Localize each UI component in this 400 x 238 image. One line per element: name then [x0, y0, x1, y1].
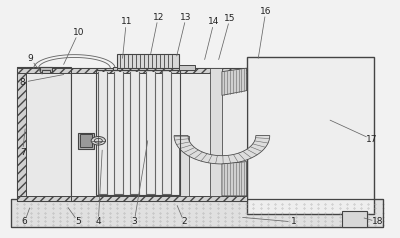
Bar: [114, 72, 123, 193]
Bar: [71, 68, 247, 73]
Bar: [11, 199, 383, 227]
Text: 8: 8: [20, 78, 26, 87]
Text: 3: 3: [131, 218, 137, 226]
Text: 18: 18: [372, 218, 383, 226]
Bar: [18, 67, 26, 201]
Polygon shape: [179, 136, 189, 196]
Bar: [11, 199, 383, 227]
Bar: [179, 66, 186, 70]
Bar: [18, 196, 71, 201]
Bar: [146, 72, 155, 193]
Text: 14: 14: [208, 17, 220, 26]
Bar: [18, 68, 71, 73]
Polygon shape: [222, 68, 247, 95]
Text: 17: 17: [366, 135, 377, 144]
Text: 13: 13: [180, 13, 192, 22]
Bar: [118, 54, 179, 68]
Bar: [342, 211, 368, 227]
Bar: [40, 67, 52, 72]
Bar: [80, 134, 92, 147]
Bar: [247, 58, 374, 214]
Bar: [130, 72, 139, 193]
Bar: [98, 72, 107, 193]
Text: 10: 10: [73, 28, 84, 37]
Circle shape: [91, 137, 106, 145]
Bar: [179, 64, 195, 70]
Polygon shape: [210, 68, 222, 196]
Bar: [96, 70, 180, 195]
Text: 9: 9: [28, 54, 34, 63]
Bar: [71, 68, 247, 201]
Bar: [162, 72, 171, 193]
Text: 1: 1: [291, 218, 296, 226]
Polygon shape: [222, 162, 247, 196]
Bar: [113, 67, 118, 70]
Text: 11: 11: [120, 17, 132, 26]
Text: 7: 7: [20, 148, 26, 157]
Bar: [71, 196, 247, 201]
Text: 15: 15: [224, 14, 236, 23]
Text: 2: 2: [181, 218, 187, 226]
Text: 12: 12: [152, 13, 164, 22]
Text: 4: 4: [96, 218, 101, 226]
Polygon shape: [174, 136, 270, 164]
Bar: [78, 133, 94, 149]
Text: 16: 16: [260, 7, 272, 16]
Text: 6: 6: [22, 218, 28, 226]
Bar: [18, 67, 71, 201]
Bar: [42, 70, 50, 73]
Text: 5: 5: [76, 218, 81, 226]
